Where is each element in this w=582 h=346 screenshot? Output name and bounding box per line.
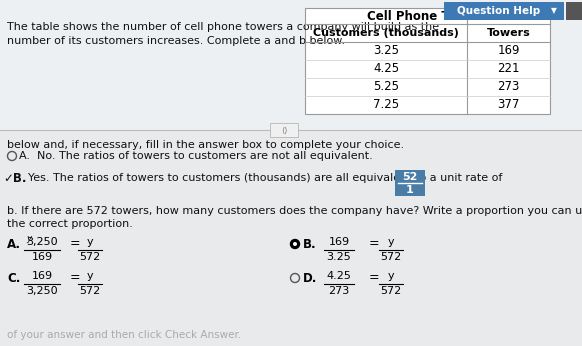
Text: below and, if necessary, fill in the answer box to complete your choice.: below and, if necessary, fill in the ans… [7,140,404,150]
Text: 3.25: 3.25 [373,45,399,57]
Text: Question Help: Question Help [457,6,541,16]
Text: Cell Phone Towers: Cell Phone Towers [367,9,488,22]
Bar [305,8,550,114]
Text: 4.25: 4.25 [327,271,352,281]
Text: C.: C. [7,272,20,284]
Text: 52: 52 [402,172,418,182]
Text: =: = [369,237,379,251]
Text: of your answer and then click Check Answer.: of your answer and then click Check Answ… [7,330,242,340]
Text: 377: 377 [497,99,520,111]
Text: 3,250: 3,250 [26,237,58,247]
Text: 572: 572 [381,252,402,262]
Text: y: y [87,237,93,247]
Text: Towers: Towers [487,28,530,38]
Text: 5.25: 5.25 [373,81,399,93]
Text: ⟨⟩: ⟨⟩ [281,126,288,135]
Text: 572: 572 [79,252,101,262]
Bar [395,170,425,196]
Text: y: y [388,237,395,247]
Text: 3,250: 3,250 [26,286,58,296]
Text: y: y [87,271,93,281]
Bar [444,2,564,20]
Text: B.: B. [303,237,317,251]
Bar [270,123,298,137]
Text: 169: 169 [328,237,350,247]
Text: 572: 572 [381,286,402,296]
Bar [0,0,582,130]
Circle shape [293,242,297,246]
Text: 7.25: 7.25 [373,99,399,111]
Text: The table shows the number of cell phone towers a company will build as the: The table shows the number of cell phone… [7,22,439,32]
Text: 3.25: 3.25 [327,252,352,262]
Text: ✓B.: ✓B. [3,172,27,185]
Text: =: = [369,272,379,284]
Text: D.: D. [303,272,317,284]
Text: 572: 572 [79,286,101,296]
Bar [0,130,582,346]
Text: A.  No. The ratios of towers to customers are not all equivalent.: A. No. The ratios of towers to customers… [19,151,372,161]
Text: 221: 221 [497,63,520,75]
Text: =: = [70,237,81,251]
Text: A.: A. [7,237,21,251]
Text: 4.25: 4.25 [373,63,399,75]
Bar [566,2,582,20]
Text: number of its customers increases. Complete a and b below.: number of its customers increases. Compl… [7,36,345,46]
Text: 273: 273 [497,81,520,93]
Text: 169: 169 [31,252,52,262]
Text: 273: 273 [328,286,350,296]
Text: =: = [70,272,81,284]
Text: 1: 1 [406,185,414,195]
Text: y: y [388,271,395,281]
Text: ▼: ▼ [551,7,557,16]
Text: y: y [26,234,31,243]
Circle shape [290,239,300,248]
Text: 169: 169 [497,45,520,57]
Text: the correct proportion.: the correct proportion. [7,219,133,229]
Text: Customers (thousands): Customers (thousands) [313,28,459,38]
Text: Yes. The ratios of towers to customers (thousands) are all equivalent to a unit : Yes. The ratios of towers to customers (… [28,173,502,183]
Text: 169: 169 [31,271,52,281]
Text: b. If there are 572 towers, how many customers does the company have? Write a pr: b. If there are 572 towers, how many cus… [7,206,582,216]
